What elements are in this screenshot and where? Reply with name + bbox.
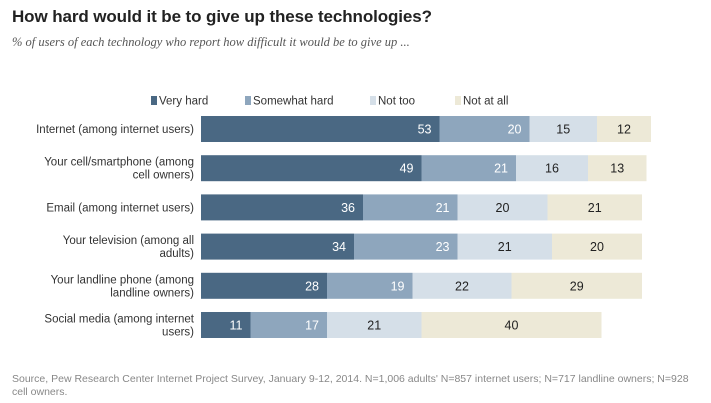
bar-not-too-4 <box>457 233 552 260</box>
category-label-6: Social media (among internet users) <box>44 314 194 339</box>
data-label-not-at-all-6: 40 <box>505 319 519 333</box>
chart-subtitle: % of users of each technology who report… <box>12 35 410 49</box>
data-label-not-too-3: 20 <box>496 201 510 215</box>
bar-not-too-1 <box>529 116 597 142</box>
source-note: Source, Pew Research Center Internet Pro… <box>12 373 689 398</box>
data-label-not-too-1: 15 <box>556 123 570 137</box>
data-label-very-hard-4: 34 <box>332 240 346 254</box>
data-label-somewhat-hard-3: 21 <box>436 201 450 215</box>
category-label-1: Internet (among internet users) <box>36 124 194 136</box>
stacked-bar-chart: Very hard Somewhat hard Not too Not at all I… <box>36 96 651 339</box>
legend-swatch-not-at-all <box>455 96 461 105</box>
bar-very-hard-2 <box>201 155 422 182</box>
bar-somewhat-hard-2 <box>421 155 516 182</box>
bar-not-at-all-3 <box>547 194 642 221</box>
data-label-somewhat-hard-4: 23 <box>436 240 450 254</box>
legend-swatch-not-too <box>370 96 376 105</box>
data-label-not-too-4: 21 <box>498 240 512 254</box>
data-label-somewhat-hard-2: 21 <box>494 162 508 176</box>
bar-not-at-all-5 <box>511 272 642 299</box>
data-label-somewhat-hard-5: 19 <box>391 279 405 293</box>
bar-very-hard-5 <box>201 272 327 299</box>
data-label-somewhat-hard-1: 20 <box>508 123 522 137</box>
data-label-not-too-5: 22 <box>455 279 469 293</box>
category-label-3: Email (among internet users) <box>46 202 194 214</box>
data-label-not-too-6: 21 <box>367 319 381 333</box>
data-label-very-hard-6: 11 <box>230 319 243 333</box>
category-label-5: Your landline phone (among landline owner… <box>51 274 195 299</box>
bar-not-at-all-6 <box>421 312 602 338</box>
data-label-very-hard-5: 28 <box>305 279 319 293</box>
data-label-not-at-all-4: 20 <box>590 240 604 254</box>
bar-not-at-all-4 <box>552 233 642 260</box>
bar-not-too-2 <box>516 155 588 182</box>
bar-not-too-6 <box>327 312 422 338</box>
legend-swatch-somewhat-hard <box>245 96 251 105</box>
bar-very-hard-6 <box>201 312 251 338</box>
bar-not-at-all-1 <box>597 116 651 142</box>
legend-label-not-at-all: Not at all <box>463 96 508 108</box>
category-label-2: Your cell/smartphone (among cell owners) <box>44 157 194 182</box>
bar-somewhat-hard-6 <box>250 312 327 338</box>
bar-very-hard-1 <box>201 116 440 142</box>
bar-not-too-5 <box>412 272 512 299</box>
bar-very-hard-3 <box>201 194 363 221</box>
data-label-somewhat-hard-6: 17 <box>305 319 319 333</box>
data-label-very-hard-2: 49 <box>400 162 414 176</box>
bar-somewhat-hard-1 <box>439 116 530 142</box>
bar-not-at-all-2 <box>588 155 647 182</box>
bar-somewhat-hard-3 <box>363 194 458 221</box>
data-label-very-hard-3: 36 <box>341 201 355 215</box>
legend-label-somewhat-hard: Somewhat hard <box>253 96 334 108</box>
category-label-4: Your television (among all adults) <box>63 235 194 260</box>
legend-swatch-very-hard <box>151 96 157 105</box>
legend-label-not-too: Not too <box>378 96 415 108</box>
data-label-not-at-all-2: 13 <box>610 162 624 176</box>
data-label-very-hard-1: 53 <box>418 123 432 137</box>
data-label-not-at-all-5: 29 <box>570 279 584 293</box>
bar-somewhat-hard-4 <box>354 233 458 260</box>
data-label-not-at-all-1: 12 <box>617 123 631 137</box>
bar-very-hard-4 <box>201 233 354 260</box>
chart-title: How hard would it be to give up these te… <box>12 7 432 26</box>
data-label-not-at-all-3: 21 <box>588 201 602 215</box>
bar-somewhat-hard-5 <box>327 272 413 299</box>
legend-label-very-hard: Very hard <box>159 96 208 108</box>
data-label-not-too-2: 16 <box>545 162 559 176</box>
bar-not-too-3 <box>457 194 548 221</box>
